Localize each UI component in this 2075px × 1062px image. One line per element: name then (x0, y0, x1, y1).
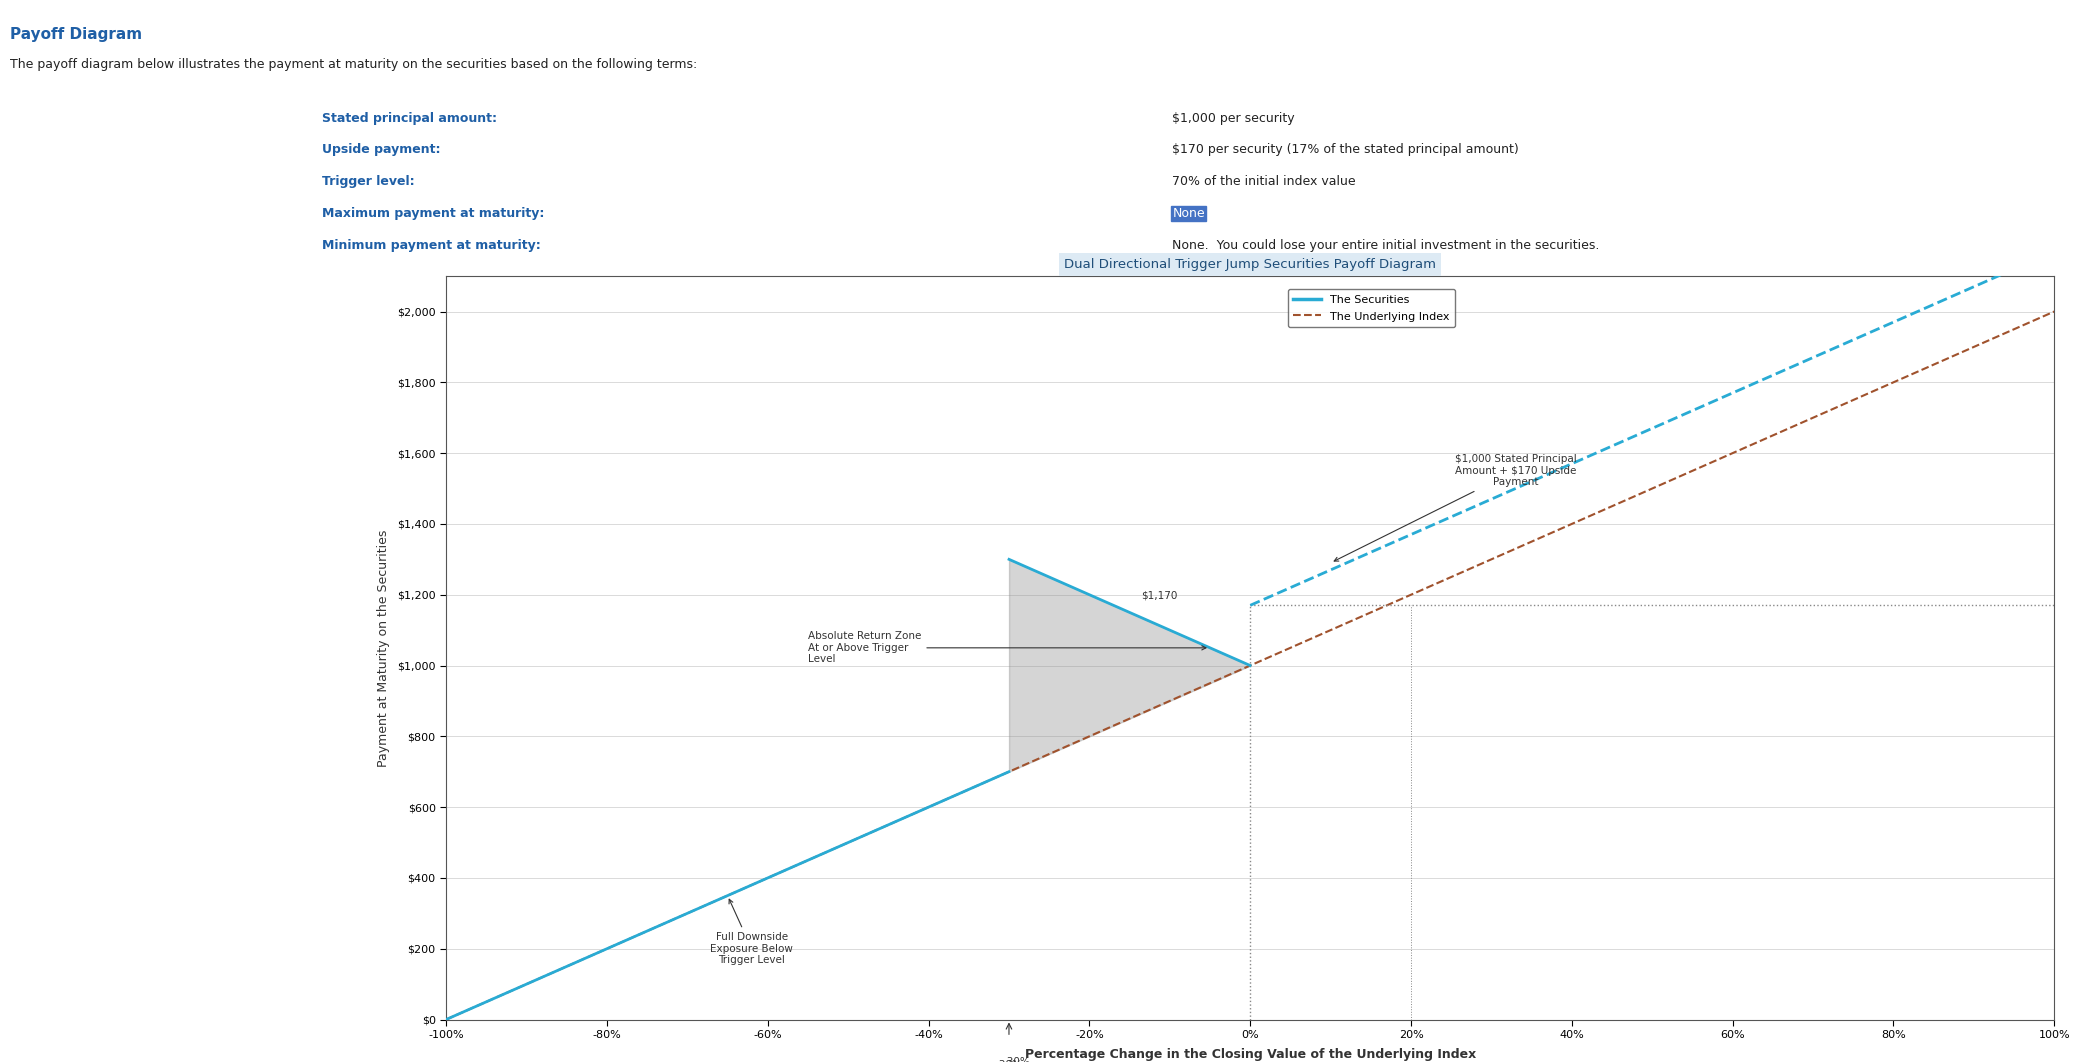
Text: Minimum payment at maturity:: Minimum payment at maturity: (322, 239, 540, 252)
X-axis label: Percentage Change in the Closing Value of the Underlying Index: Percentage Change in the Closing Value o… (1025, 1048, 1475, 1061)
Text: None.  You could lose your entire initial investment in the securities.: None. You could lose your entire initial… (1172, 239, 1600, 252)
Text: $170 per security (17% of the stated principal amount): $170 per security (17% of the stated pri… (1172, 143, 1519, 156)
Legend: The Securities, The Underlying Index: The Securities, The Underlying Index (1289, 289, 1455, 327)
Text: Upside payment:: Upside payment: (322, 143, 440, 156)
Text: The payoff diagram below illustrates the payment at maturity on the securities b: The payoff diagram below illustrates the… (10, 58, 697, 71)
Text: None: None (1172, 207, 1206, 220)
Text: Stated principal amount:: Stated principal amount: (322, 112, 496, 124)
Text: $1,000 per security: $1,000 per security (1172, 112, 1295, 124)
Text: -30%: -30% (996, 1060, 1023, 1062)
Text: Full Downside
Exposure Below
Trigger Level: Full Downside Exposure Below Trigger Lev… (710, 900, 793, 965)
Text: Absolute Return Zone
At or Above Trigger
Level: Absolute Return Zone At or Above Trigger… (807, 631, 1206, 665)
Text: $1,170: $1,170 (1141, 590, 1179, 600)
Y-axis label: Payment at Maturity on the Securities: Payment at Maturity on the Securities (378, 529, 390, 767)
Text: -30%: -30% (1004, 1057, 1031, 1062)
Text: Trigger level:: Trigger level: (322, 175, 415, 188)
Text: Payoff Diagram: Payoff Diagram (10, 27, 143, 41)
Text: Maximum payment at maturity:: Maximum payment at maturity: (322, 207, 544, 220)
Text: 70% of the initial index value: 70% of the initial index value (1172, 175, 1355, 188)
Title: Dual Directional Trigger Jump Securities Payoff Diagram: Dual Directional Trigger Jump Securities… (1064, 258, 1436, 271)
Text: $1,000 Stated Principal
Amount + $170 Upside
Payment: $1,000 Stated Principal Amount + $170 Up… (1334, 455, 1577, 561)
